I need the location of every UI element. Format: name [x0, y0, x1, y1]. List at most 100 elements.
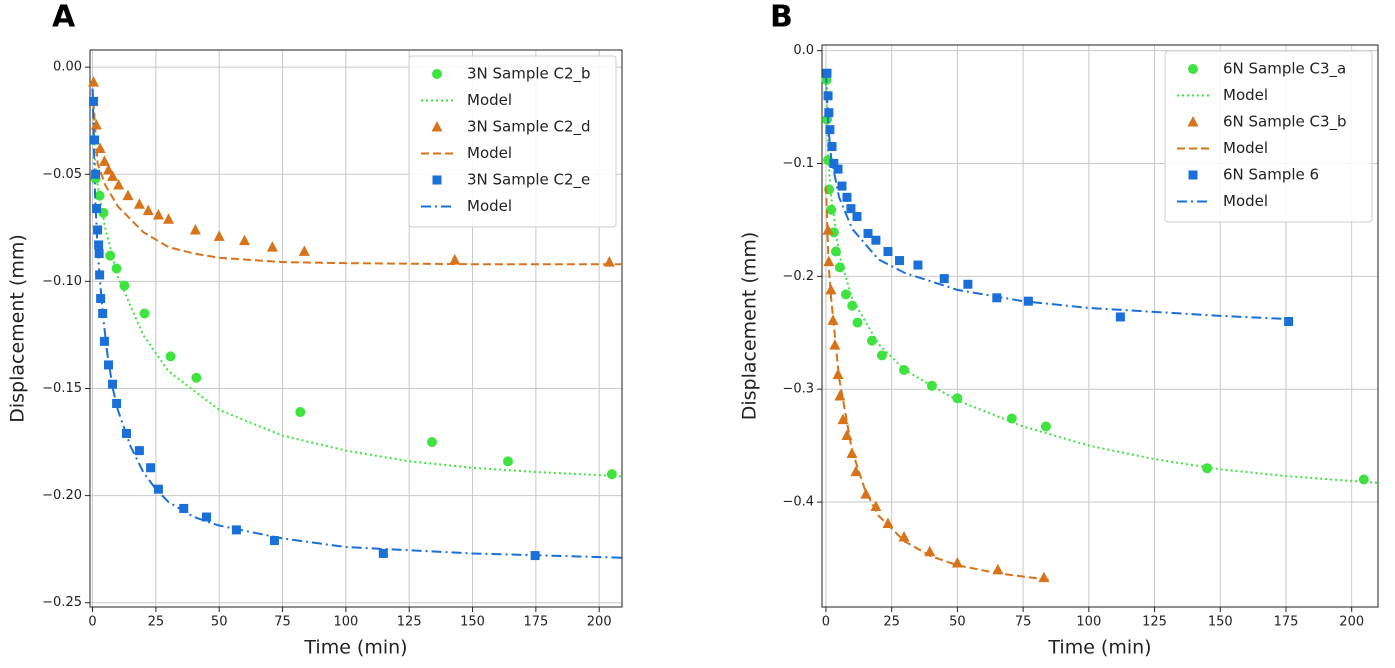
marker [898, 531, 910, 542]
y-tick-label: 0.00 [53, 60, 82, 75]
marker [926, 380, 937, 391]
marker [883, 247, 893, 257]
marker [842, 192, 852, 202]
marker [606, 469, 617, 480]
model-line [91, 88, 623, 559]
marker [1358, 474, 1369, 485]
legend-label: 3N Sample C2_e [467, 171, 590, 190]
marker [837, 413, 849, 425]
marker [239, 234, 251, 246]
legend-label: 3N Sample C2_b [467, 65, 591, 84]
marker [992, 563, 1004, 575]
x-tick-label: 200 [587, 615, 612, 630]
marker [213, 230, 225, 241]
legend-label: Model [467, 197, 512, 215]
marker [88, 76, 100, 87]
y-tick-label: −0.25 [42, 595, 82, 610]
marker [378, 548, 388, 558]
marker [94, 190, 105, 201]
x-tick-label: 200 [1339, 615, 1364, 630]
marker [295, 407, 306, 418]
model-line [91, 88, 623, 478]
panel-label: B [770, 0, 793, 35]
marker [829, 158, 839, 168]
marker [1115, 312, 1125, 322]
x-tick-label: 50 [211, 615, 228, 630]
marker [142, 204, 154, 216]
marker [94, 240, 104, 250]
marker [1040, 421, 1051, 432]
marker [119, 280, 130, 291]
marker [163, 213, 175, 224]
model-line [824, 73, 1292, 321]
y-tick-label: −0.4 [782, 495, 814, 510]
marker [432, 175, 442, 185]
model-line [91, 88, 622, 266]
x-axis-label: Time (min) [1047, 637, 1151, 659]
marker [834, 262, 845, 273]
marker [992, 293, 1002, 303]
marker [122, 189, 134, 201]
marker [105, 250, 116, 261]
marker [427, 437, 437, 448]
marker [134, 446, 144, 456]
marker [90, 118, 102, 130]
x-tick-label: 25 [148, 615, 165, 630]
marker [847, 300, 858, 311]
marker [112, 398, 122, 408]
legend-label: 6N Sample 6 [1223, 166, 1319, 184]
plot-frame [89, 49, 623, 608]
x-tick-label: 100 [333, 615, 358, 630]
marker [269, 536, 279, 546]
x-tick-label: 125 [1142, 615, 1167, 630]
x-tick-label: 50 [949, 615, 966, 630]
plot-area [88, 76, 623, 561]
x-tick-label: 0 [88, 615, 96, 630]
model-line [824, 84, 1379, 484]
legend-label: Model [1223, 86, 1268, 104]
marker [832, 368, 844, 380]
marker [96, 294, 106, 304]
marker [107, 170, 119, 181]
y-axis-label: Displacement (mm) [739, 232, 761, 421]
legend-label: Model [1223, 139, 1268, 157]
marker [834, 389, 846, 401]
y-tick-label: −0.05 [42, 167, 82, 182]
marker [823, 91, 833, 101]
marker [852, 212, 862, 222]
marker [91, 169, 101, 179]
x-tick-label: 75 [274, 615, 291, 630]
marker [503, 456, 513, 467]
marker [882, 517, 894, 528]
legend-box [408, 55, 617, 228]
legend-box [1164, 50, 1373, 223]
marker [113, 178, 125, 190]
x-tick-label: 175 [1274, 615, 1299, 630]
y-tick-label: −0.10 [42, 274, 82, 289]
marker [1006, 413, 1017, 424]
panel: A 0 25 50 75 100 125 150 175 200 0.00 −0.05 −0.10 −0.… [7, 0, 623, 659]
marker [1188, 64, 1198, 74]
marker [165, 351, 176, 362]
x-axis-label: Time (min) [303, 637, 407, 659]
marker [139, 308, 150, 319]
marker [866, 335, 877, 346]
marker [191, 372, 202, 383]
marker [852, 317, 863, 328]
marker [432, 69, 442, 79]
marker [189, 223, 201, 235]
marker [837, 181, 847, 191]
marker [1023, 296, 1033, 306]
marker [952, 393, 963, 404]
marker [298, 245, 310, 256]
y-tick-label: −0.3 [782, 382, 814, 397]
legend-label: 6N Sample C3_b [1223, 113, 1347, 132]
marker [1284, 316, 1294, 326]
marker [870, 500, 882, 512]
marker [102, 163, 114, 175]
legend-label: 6N Sample C3_a [1223, 60, 1346, 79]
marker [826, 204, 837, 215]
marker [153, 484, 163, 494]
legend-label: Model [467, 91, 512, 109]
